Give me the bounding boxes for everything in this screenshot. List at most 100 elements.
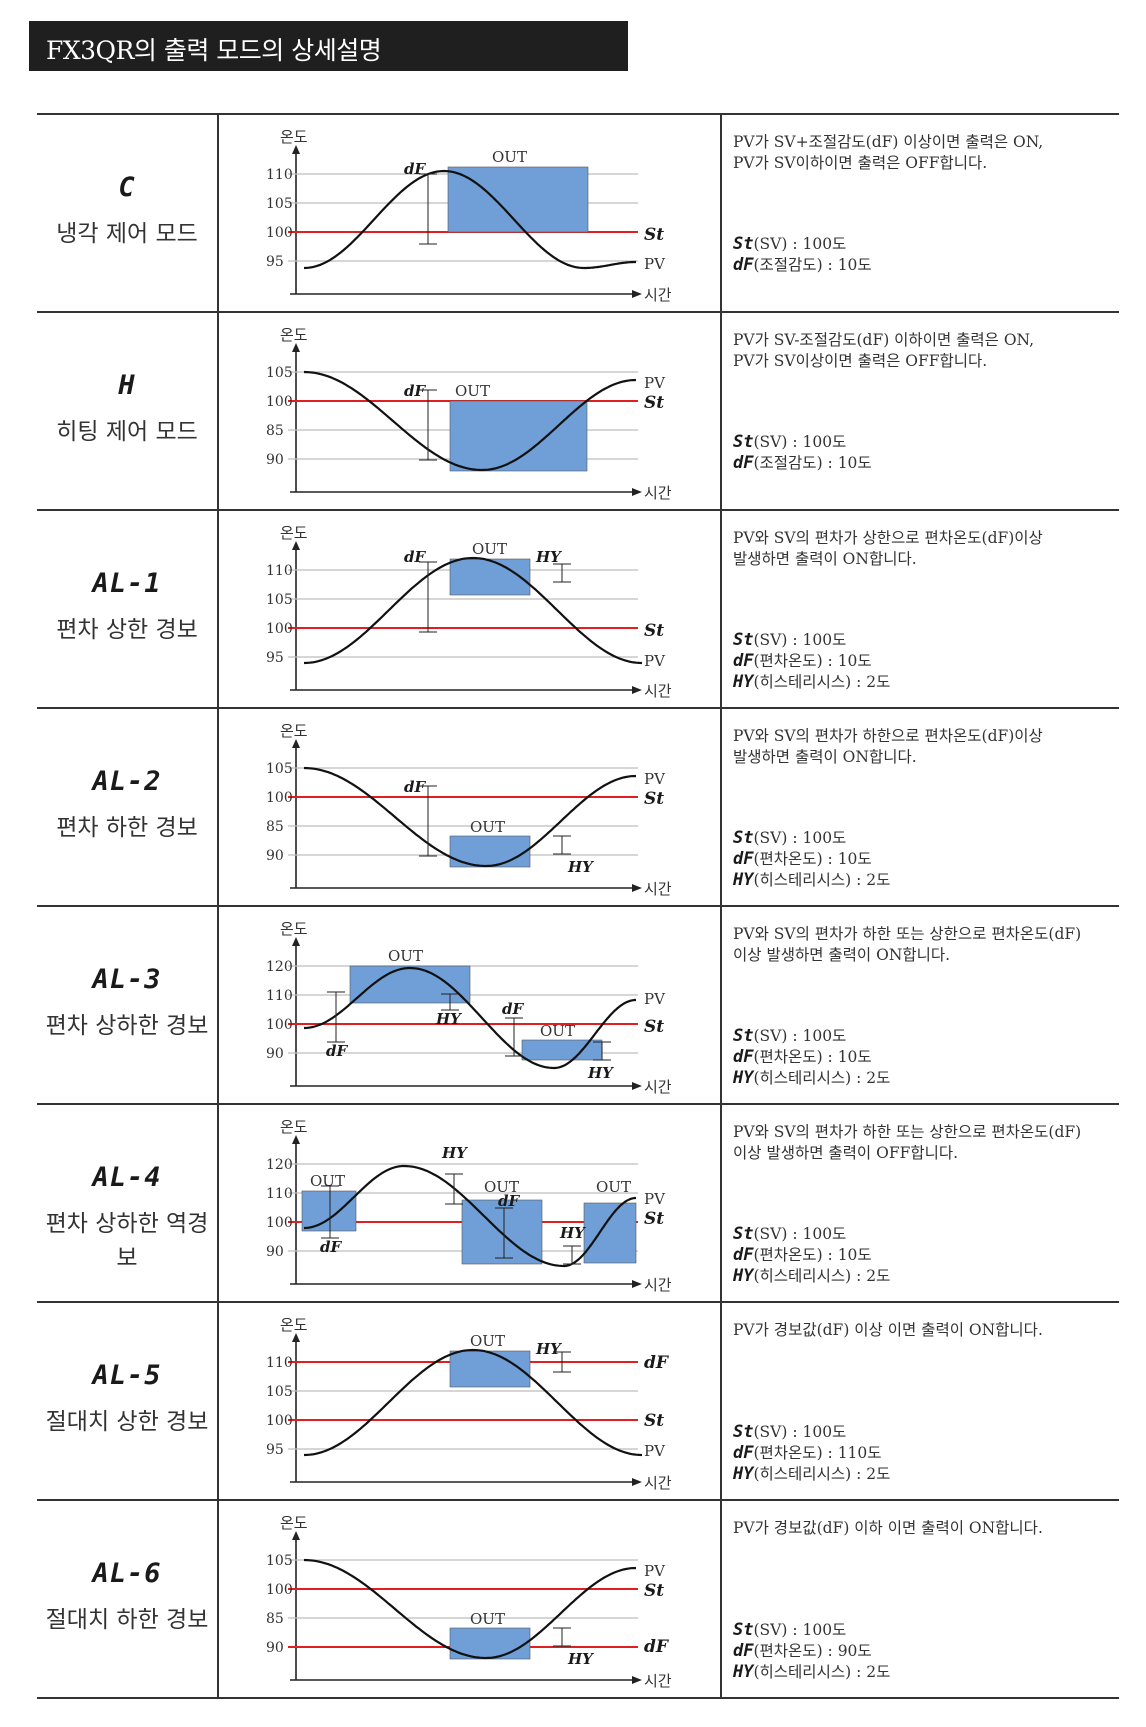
output-on-region bbox=[349, 965, 471, 1004]
st-label: St bbox=[644, 1017, 664, 1037]
x-axis-label: 시간 bbox=[644, 1078, 672, 1096]
parameter-text: (편차온도) : 90도 bbox=[753, 1642, 872, 1660]
output-mode-table: C 냉각 제어 모드 온도 시간 110 105 100 95 OUT dF St PV PV가 SV+… bbox=[37, 113, 1119, 1699]
parameter-line: St(SV) : 100도 bbox=[733, 1024, 846, 1046]
y-tick-label: 110 bbox=[266, 1186, 293, 1202]
y-tick-label: 100 bbox=[266, 1017, 293, 1033]
out-label: OUT bbox=[455, 382, 490, 400]
x-axis-label: 시간 bbox=[644, 484, 672, 502]
mode-cell: AL-5 절대치 상한 경보 bbox=[37, 1302, 217, 1500]
parameter-line: dF(편차온도) : 10도 bbox=[733, 1045, 872, 1067]
parameter-code: St bbox=[733, 432, 754, 452]
df-label: dF bbox=[404, 778, 426, 796]
mode-diagram: 온도 시간 105 100 85 90 OUT dF HY PV St bbox=[224, 708, 714, 906]
parameter-code: dF bbox=[733, 255, 754, 275]
y-tick-label: 105 bbox=[266, 1553, 293, 1569]
x-axis-arrow bbox=[632, 488, 642, 496]
st-label: St bbox=[644, 1209, 664, 1229]
mode-row: AL-3 편차 상하한 경보 온도 시간 120 110 100 90 OUT OUT dF HY dF… bbox=[37, 906, 1119, 1104]
parameter-code: HY bbox=[733, 870, 754, 890]
y-tick-label: 85 bbox=[266, 423, 284, 439]
y-tick-label: 110 bbox=[266, 563, 293, 579]
description-line: 발생하면 출력이 ON합니다. bbox=[733, 550, 917, 568]
row-divider bbox=[37, 1499, 1119, 1501]
hy-label: HY bbox=[535, 1340, 562, 1358]
y-axis-label: 온도 bbox=[280, 1118, 308, 1136]
mode-name: 절대치 하한 경보 bbox=[45, 1607, 209, 1633]
parameter-code: St bbox=[733, 630, 754, 650]
parameter-text: (SV) : 100도 bbox=[753, 1225, 847, 1243]
parameter-code: St bbox=[733, 1422, 754, 1442]
pv-curve bbox=[303, 169, 585, 270]
parameter-text: (SV) : 100도 bbox=[753, 1027, 847, 1045]
parameter-text: (히스테리시스) : 2도 bbox=[753, 673, 891, 691]
mode-diagram: 온도 시간 110 105 100 95 OUT dF HY St PV bbox=[224, 510, 714, 708]
parameter-code: St bbox=[733, 1224, 754, 1244]
parameter-line: HY(히스테리시스) : 2도 bbox=[733, 670, 890, 692]
page-title: FX3QR의 출력 모드의 상세설명 bbox=[46, 36, 382, 65]
y-axis-label: 온도 bbox=[280, 1514, 308, 1532]
parameter-code: HY bbox=[733, 1464, 754, 1484]
parameter-text: (편차온도) : 10도 bbox=[753, 850, 872, 868]
pv-curve bbox=[584, 260, 636, 270]
hy-label: HY bbox=[587, 1064, 614, 1082]
df-label: dF bbox=[404, 160, 426, 178]
df-label: dF bbox=[404, 382, 426, 400]
df-label: dF bbox=[644, 1353, 670, 1373]
mode-diagram: 온도 시간 120 110 100 90 OUT OUT dF HY dF HY PV St bbox=[224, 906, 714, 1104]
row-divider bbox=[37, 509, 1119, 511]
y-axis-label: 온도 bbox=[280, 920, 308, 938]
mode-code: AL-5 bbox=[92, 1360, 162, 1391]
mode-cell: AL-4 편차 상하한 역경보 bbox=[37, 1104, 217, 1302]
pv-curve bbox=[303, 556, 643, 665]
y-tick-label: 100 bbox=[266, 1413, 293, 1429]
description-line: PV가 SV이상이면 출력은 OFF합니다. bbox=[733, 352, 988, 370]
hy-label: HY bbox=[567, 1650, 594, 1668]
parameter-code: HY bbox=[733, 1266, 754, 1286]
parameter-line: St(SV) : 100도 bbox=[733, 1420, 846, 1442]
y-tick-label: 95 bbox=[266, 1442, 284, 1458]
parameter-text: (SV) : 100도 bbox=[753, 1621, 847, 1639]
x-axis-arrow bbox=[632, 686, 642, 694]
y-tick-label: 90 bbox=[266, 1046, 284, 1062]
output-on-region bbox=[583, 1202, 637, 1264]
mode-row: AL-5 절대치 상한 경보 온도 시간 110 105 100 95 OUT HY dF St PV P… bbox=[37, 1302, 1119, 1500]
df-label: dF bbox=[644, 1637, 670, 1657]
parameter-code: HY bbox=[733, 672, 754, 692]
parameter-code: St bbox=[733, 234, 754, 254]
hy-label: HY bbox=[535, 548, 562, 566]
y-axis-arrow bbox=[292, 541, 300, 550]
y-tick-label: 90 bbox=[266, 848, 284, 864]
y-tick-label: 85 bbox=[266, 1611, 284, 1627]
description-line: PV가 경보값(dF) 이상 이면 출력이 ON합니다. bbox=[733, 1321, 1043, 1339]
parameter-code: dF bbox=[733, 1641, 754, 1661]
parameter-code: dF bbox=[733, 651, 754, 671]
parameter-code: HY bbox=[733, 1068, 754, 1088]
pv-label: PV bbox=[644, 1190, 666, 1208]
parameter-text: (SV) : 100도 bbox=[753, 433, 847, 451]
y-tick-label: 85 bbox=[266, 819, 284, 835]
row-divider bbox=[37, 1301, 1119, 1303]
mode-code: AL-6 bbox=[92, 1558, 162, 1589]
mode-cell: AL-1 편차 상한 경보 bbox=[37, 510, 217, 708]
parameter-code: dF bbox=[733, 849, 754, 869]
parameter-text: (편차온도) : 10도 bbox=[753, 1246, 872, 1264]
mode-row: H 히팅 제어 모드 온도 시간 105 100 85 90 OUT dF PV St PV가 SV-조… bbox=[37, 312, 1119, 510]
mode-description: PV가 경보값(dF) 이하 이면 출력이 ON합니다. St(SV) : 100… bbox=[733, 1500, 1119, 1698]
mode-description: PV와 SV의 편차가 하한으로 편차온도(dF)이상 발생하면 출력이 ON합니… bbox=[733, 708, 1119, 906]
pv-label: PV bbox=[644, 1442, 666, 1460]
output-on-region bbox=[447, 166, 589, 233]
x-axis-label: 시간 bbox=[644, 1276, 672, 1294]
y-axis-label: 온도 bbox=[280, 128, 308, 146]
mode-description: PV와 SV의 편차가 상한으로 편차온도(dF)이상 발생하면 출력이 ON합니… bbox=[733, 510, 1119, 708]
df-label: dF bbox=[404, 548, 426, 566]
mode-name: 절대치 상한 경보 bbox=[45, 1409, 209, 1435]
pv-curve bbox=[303, 1558, 637, 1660]
pv-curve bbox=[303, 1348, 643, 1457]
y-tick-label: 110 bbox=[266, 1355, 293, 1371]
out-label: OUT bbox=[470, 818, 505, 836]
x-axis-arrow bbox=[632, 1478, 642, 1486]
